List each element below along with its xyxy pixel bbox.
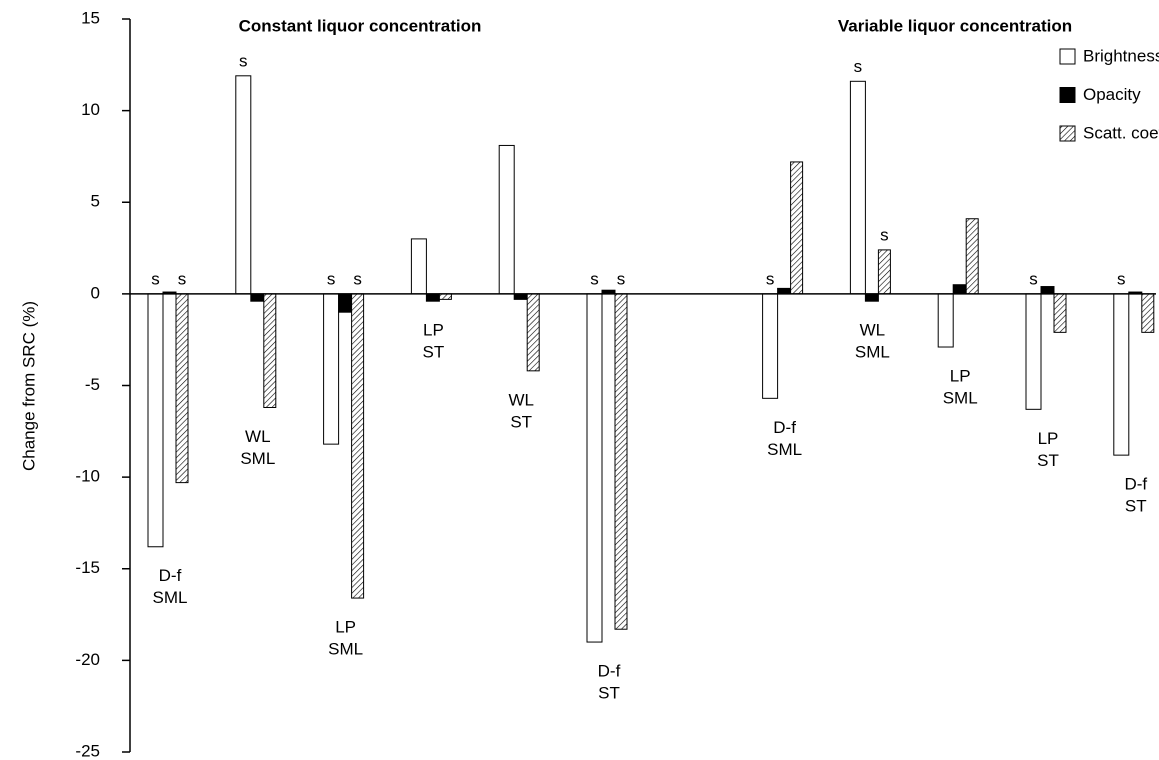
x-category-label: SML [240,449,275,468]
bar [790,161,804,295]
x-category-label: SML [153,588,188,607]
bar [425,293,440,302]
y-tick-label: -20 [75,650,100,669]
x-category-label: D-f [773,418,796,437]
x-category-label: WL [860,321,886,340]
x-category-label: LP [1038,429,1059,448]
x-category-label: SML [328,640,363,659]
legend-label: Scatt. coeff. [1083,123,1159,142]
bar [1053,293,1067,333]
significance-label: s [327,269,336,288]
bar [351,293,365,599]
bar [1141,293,1155,333]
bar [965,218,979,295]
y-tick-label: 10 [81,100,100,119]
x-category-label: WL [245,427,271,446]
bar [323,293,340,445]
x-category-label: SML [943,389,978,408]
bar [877,249,891,295]
x-category-label: SML [767,440,802,459]
bar [263,293,277,408]
group-title: Variable liquor concentration [838,16,1072,35]
bar [864,293,879,302]
x-category-label: LP [335,618,356,637]
bar [586,293,603,643]
legend-swatch [1059,125,1076,142]
y-tick-label: -10 [75,467,100,486]
significance-label: s [617,269,626,288]
bar [513,293,528,300]
bar [526,293,540,372]
bar [1040,286,1055,295]
bar [849,80,866,295]
bar [937,293,954,348]
x-category-label: ST [510,412,532,431]
significance-label: s [590,269,599,288]
significance-label: s [766,269,775,288]
bar [762,293,779,399]
significance-label: s [239,51,248,70]
legend-label: Brightness [1083,46,1159,65]
y-tick-label: -15 [75,558,100,577]
x-category-label: ST [1037,451,1059,470]
y-tick-label: 0 [91,283,100,302]
bar [777,287,792,295]
significance-label: s [353,269,362,288]
x-category-label: WL [508,390,534,409]
bar [952,284,967,295]
bar [614,293,628,630]
x-category-label: ST [1125,497,1147,516]
x-category-label: ST [423,343,445,362]
x-category-label: LP [423,321,444,340]
significance-label: s [854,57,863,76]
y-tick-label: 5 [91,192,100,211]
y-tick-label: 15 [81,8,100,27]
significance-label: s [880,225,889,244]
significance-label: s [178,269,187,288]
bar [338,293,353,313]
legend-label: Opacity [1083,85,1141,104]
bar [498,144,515,295]
bar [250,293,265,302]
bar [235,75,252,295]
significance-label: s [1117,269,1126,288]
x-category-label: SML [855,343,890,362]
significance-label: s [151,269,160,288]
x-category-label: ST [598,684,620,703]
bar [410,238,427,295]
x-category-label: D-f [159,566,182,585]
bar [1113,293,1130,456]
x-category-label: D-f [1124,475,1147,494]
group-title: Constant liquor concentration [239,16,482,35]
y-tick-label: -5 [85,375,100,394]
x-category-label: D-f [598,662,621,681]
bar [1025,293,1042,410]
bar [175,293,189,484]
y-tick-label: -25 [75,741,100,760]
legend-swatch [1059,87,1076,103]
significance-label: s [1029,269,1038,288]
bar [147,293,164,548]
legend-swatch [1059,48,1076,65]
bar [438,293,452,300]
y-axis-label: Change from SRC (%) [19,301,38,471]
x-category-label: LP [950,367,971,386]
